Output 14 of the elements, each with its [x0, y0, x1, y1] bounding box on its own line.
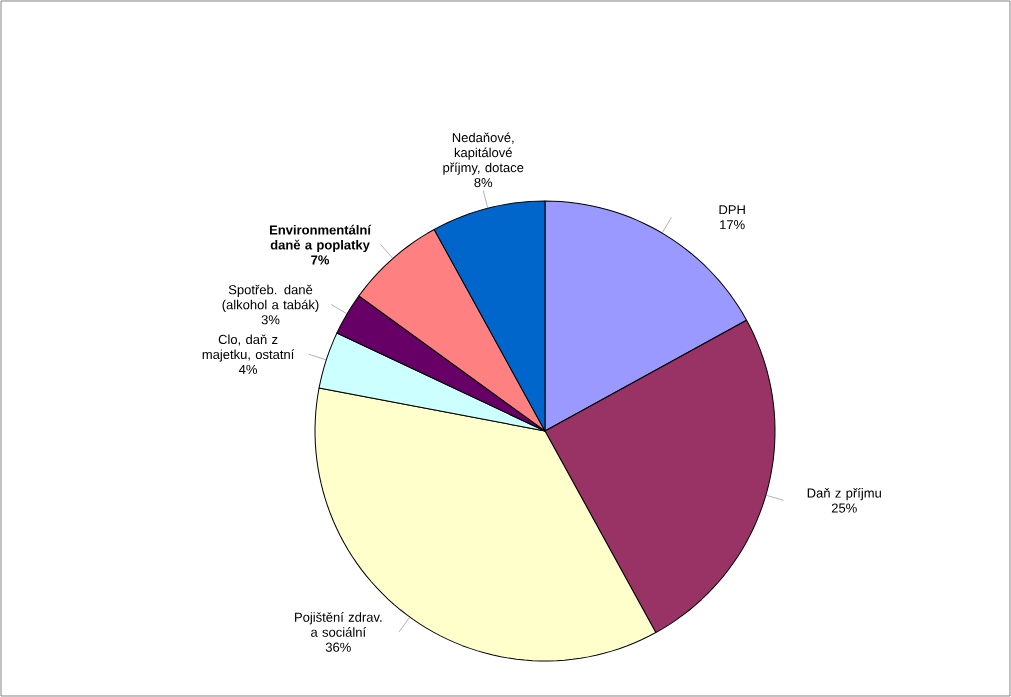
- slice-label: Nedaňové, kapitálové příjmy, dotace: [443, 132, 524, 175]
- data-label: 8%: [474, 177, 493, 188]
- data-label: 4%: [238, 364, 257, 375]
- data-label: 7%: [311, 255, 330, 265]
- data-label: 36%: [325, 642, 351, 652]
- data-label: 25%: [831, 503, 857, 513]
- data-label: 17%: [720, 220, 745, 230]
- slice-label: Daň z příjmu: [807, 487, 881, 501]
- data-label: 3%: [261, 315, 280, 325]
- slice-label: Clo, daň z majetku, ostatní: [202, 334, 295, 362]
- slice-label: DPH: [719, 205, 745, 215]
- slice-label: Environmentální daně a poplatky: [269, 224, 372, 253]
- slice-label: Pojištění zdrav. a sociální: [295, 612, 382, 637]
- slice-label: Spotřeb. daně (alkohol a tabák): [222, 284, 319, 312]
